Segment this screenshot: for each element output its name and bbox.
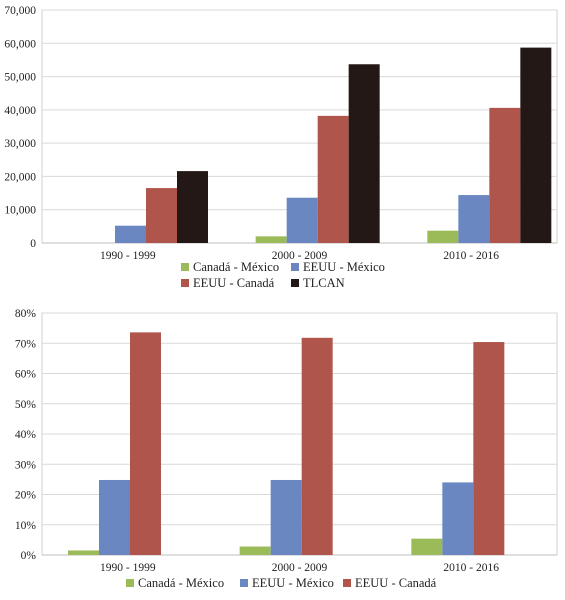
x-tick-label: 2010 - 2016 xyxy=(443,250,499,262)
y-tick-label: 70,000 xyxy=(4,5,36,17)
x-tick-label: 2000 - 2009 xyxy=(272,562,328,574)
legend-label-eeuu-canada: EEUU - Canadá xyxy=(193,276,275,290)
bar-canada-mexico-2 xyxy=(255,236,287,243)
bar-canada-mexico-3 xyxy=(427,230,459,243)
y-tick-label: 40% xyxy=(15,429,37,441)
legend-label-canada-mexico: Canadá - México xyxy=(193,260,279,274)
y-tick-label: 80% xyxy=(15,308,37,320)
bar-eeuu-canada-3 xyxy=(473,342,505,555)
x-tick-label: 1990 - 1999 xyxy=(100,250,156,262)
bar-eeuu-mexico-1 xyxy=(115,225,146,243)
legend-label-eeuu-mexico: EEUU - México xyxy=(252,576,334,590)
bar-eeuu-canada-3 xyxy=(489,107,521,243)
legend-swatch-eeuu-mexico xyxy=(240,579,248,587)
y-tick-label: 30% xyxy=(15,459,37,471)
bar-canada-mexico-2 xyxy=(239,546,271,555)
y-tick-label: 40,000 xyxy=(4,105,36,117)
bar-tlcan-3 xyxy=(520,47,552,244)
legend-swatch-eeuu-mexico xyxy=(291,263,299,271)
y-tick-label: 20,000 xyxy=(4,171,36,183)
bar-eeuu-canada-2 xyxy=(301,337,333,555)
legend-swatch-tlcan xyxy=(291,279,299,287)
y-tick-label: 50,000 xyxy=(4,72,36,84)
legend-label-eeuu-canada: EEUU - Canadá xyxy=(355,576,437,590)
y-tick-label: 0% xyxy=(21,550,37,562)
bar-eeuu-canada-2 xyxy=(317,115,349,243)
bar-canada-mexico-1 xyxy=(68,550,99,555)
bar-eeuu-canada-1 xyxy=(130,332,161,555)
legend-swatch-canada-mexico xyxy=(181,263,189,271)
y-tick-label: 50% xyxy=(15,399,37,411)
legend-label-canada-mexico: Canadá - México xyxy=(138,576,224,590)
legend-label-tlcan: TLCAN xyxy=(303,276,345,290)
y-tick-label: 30,000 xyxy=(4,138,36,150)
bar-eeuu-mexico-2 xyxy=(286,197,318,243)
bar-eeuu-mexico-2 xyxy=(270,479,302,555)
bar-eeuu-mexico-3 xyxy=(442,482,474,555)
y-tick-label: 60,000 xyxy=(4,38,36,50)
legend-swatch-eeuu-canada xyxy=(181,279,189,287)
x-tick-label: 2000 - 2009 xyxy=(272,250,328,262)
bar-eeuu-mexico-3 xyxy=(458,195,490,243)
y-tick-label: 0 xyxy=(30,238,36,250)
y-tick-label: 70% xyxy=(15,338,37,350)
x-tick-label: 1990 - 1999 xyxy=(100,562,156,574)
bar-tlcan-1 xyxy=(177,171,208,243)
x-tick-label: 2010 - 2016 xyxy=(443,562,499,574)
top-bar-chart: 0 10,000 20,000 30,000 40,000 50,000 60,000 70,… xyxy=(4,5,558,290)
bottom-bar-chart: 0% 10% 20% 30% 40% 50% 60% 70% 80% 1990 - 1999 200… xyxy=(15,308,558,590)
legend-swatch-canada-mexico xyxy=(126,579,134,587)
y-tick-label: 60% xyxy=(15,369,37,381)
y-tick-label: 10% xyxy=(15,520,37,532)
bar-eeuu-mexico-1 xyxy=(99,479,130,555)
bar-tlcan-2 xyxy=(348,64,380,244)
legend-label-eeuu-mexico: EEUU - México xyxy=(303,260,385,274)
bar-canada-mexico-3 xyxy=(411,538,443,555)
legend-swatch-eeuu-canada xyxy=(343,579,351,587)
bar-eeuu-canada-1 xyxy=(146,188,177,243)
y-tick-label: 20% xyxy=(15,490,37,502)
y-tick-label: 10,000 xyxy=(4,205,36,217)
